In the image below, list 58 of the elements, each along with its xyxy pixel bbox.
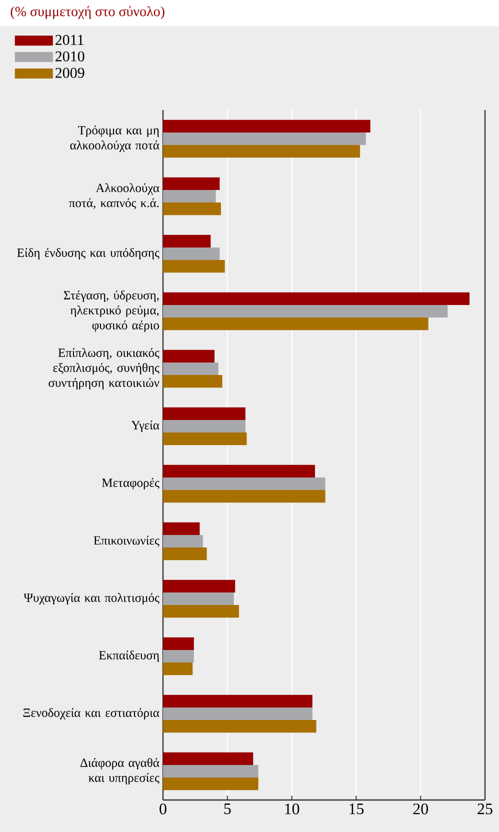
bar bbox=[163, 234, 211, 248]
x-tick-label: 0 bbox=[160, 804, 166, 814]
bar bbox=[163, 177, 220, 190]
bar bbox=[163, 605, 239, 618]
x-tick-label: 25 bbox=[478, 804, 492, 814]
bar bbox=[163, 190, 216, 203]
bar bbox=[163, 720, 316, 733]
legend-label: 2011 bbox=[56, 34, 84, 45]
bar bbox=[163, 534, 203, 548]
bar bbox=[163, 362, 218, 376]
y-tick-label: Ξενοδοχεία και εστιατόρια bbox=[23, 708, 160, 720]
bar bbox=[163, 304, 448, 318]
bar bbox=[163, 120, 370, 132]
bar bbox=[163, 407, 246, 420]
legend-label: 2010 bbox=[56, 51, 84, 62]
x-tick-label: 15 bbox=[350, 804, 364, 814]
bar bbox=[163, 260, 225, 273]
y-tick-label: Διάφορα αγαθά και υπηρεσίες bbox=[80, 758, 160, 784]
bar bbox=[163, 592, 234, 606]
bar bbox=[163, 548, 207, 560]
bar bbox=[163, 432, 247, 446]
bar bbox=[163, 490, 326, 503]
x-tick-label: 5 bbox=[224, 804, 231, 814]
bar bbox=[163, 637, 194, 650]
bar bbox=[163, 752, 254, 765]
x-tick-label: 10 bbox=[285, 804, 300, 814]
bar bbox=[163, 662, 193, 676]
bar bbox=[163, 132, 366, 146]
bar bbox=[163, 580, 236, 592]
y-tick-label: Στέγαση, ύδρευση, ηλεκτρικό ρεύμα, φυσικό αέριο bbox=[64, 290, 159, 332]
bar bbox=[163, 420, 246, 433]
chart-subtitle: (% συμμετοχή στο σύνολο) bbox=[10, 6, 164, 20]
bar bbox=[163, 375, 222, 388]
bar bbox=[163, 522, 200, 535]
y-tick-label: Εκπαίδευση bbox=[99, 650, 159, 662]
y-tick-label: Μεταφορές bbox=[102, 478, 160, 490]
bar bbox=[163, 778, 258, 790]
bar bbox=[163, 707, 312, 720]
y-tick-label: Τρόφιμα και μη αλκοολούχα ποτά bbox=[70, 126, 160, 152]
bar bbox=[163, 292, 470, 305]
bar bbox=[163, 350, 215, 362]
x-tick-label: 20 bbox=[413, 804, 428, 814]
y-tick-label: Υγεία bbox=[131, 420, 160, 432]
y-tick-label: Αλκοολούχα ποτά, καπνός κ.ά. bbox=[69, 183, 160, 210]
y-tick-label: Ψυχαγωγία και πολιτισμός bbox=[24, 593, 160, 604]
bar bbox=[163, 202, 221, 216]
bar bbox=[163, 145, 360, 158]
y-tick-label: Επικοινωνίες bbox=[94, 536, 160, 547]
bar bbox=[163, 464, 315, 478]
bar bbox=[163, 650, 194, 663]
legend-label: 2009 bbox=[56, 68, 84, 78]
bar bbox=[163, 764, 258, 778]
y-tick-label: Επίπλωση, οικιακός εξοπλισμός, συνήθης συντήρηση κατοικιών bbox=[48, 348, 160, 390]
bar bbox=[163, 477, 326, 490]
bar bbox=[163, 318, 428, 330]
bar bbox=[163, 694, 312, 708]
y-tick-label: Είδη ένδυσης και υπόδησης bbox=[17, 248, 160, 260]
bar bbox=[163, 247, 220, 260]
